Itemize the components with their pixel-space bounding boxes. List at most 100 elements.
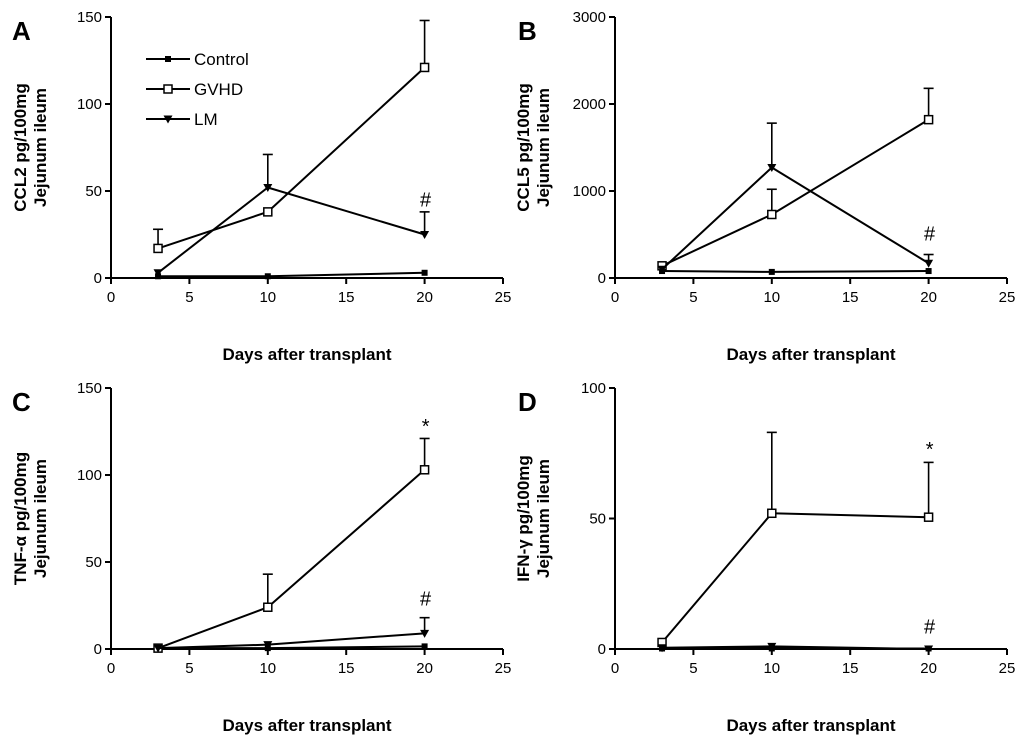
significance-star: *: [926, 439, 934, 461]
data-point-gvhd: [419, 62, 430, 73]
legend-label: GVHD: [194, 80, 243, 99]
data-point-control: [421, 643, 428, 650]
y-axis-label-line1: CCL2 pg/100mg: [11, 83, 30, 211]
data-point-gvhd: [767, 508, 777, 519]
data-point-lm: [767, 164, 777, 173]
y-tick-label: 150: [77, 9, 102, 26]
data-point-lm: [420, 629, 430, 638]
data-point-lm: [153, 269, 163, 278]
y-tick-label: 50: [85, 183, 102, 200]
y-tick-label: 0: [94, 270, 102, 287]
data-point-control: [768, 268, 775, 275]
y-axis-label-line2: Jejunum ileum: [31, 459, 50, 578]
x-tick-label: 25: [495, 660, 512, 677]
series-line-gvhd: [157, 469, 426, 650]
legend-item-lm: LM: [146, 110, 218, 129]
y-axis-label-line2: Jejunum ileum: [534, 88, 553, 207]
legend-label: LM: [194, 110, 218, 129]
x-tick-label: 5: [689, 660, 697, 677]
x-tick-label: 15: [338, 660, 355, 677]
panel-letter: C: [12, 387, 31, 417]
series-gvhd: [657, 431, 934, 648]
x-tick-label: 5: [185, 660, 193, 677]
significance-hash: #: [924, 224, 936, 246]
data-point-lm: [657, 644, 667, 653]
data-point-control: [421, 269, 428, 276]
data-point-gvhd: [767, 209, 777, 220]
x-tick-label: 5: [689, 289, 697, 306]
series-gvhd: [657, 87, 934, 271]
panel-letter: D: [518, 387, 537, 417]
data-point-gvhd: [923, 114, 934, 125]
significance-hash: #: [420, 190, 432, 212]
data-point-gvhd: [923, 512, 934, 522]
legend-marker: [165, 56, 171, 62]
data-point-lm: [263, 641, 273, 650]
y-tick-label: 100: [77, 467, 102, 484]
x-tick-label: 10: [259, 660, 276, 677]
chart-panel-a: A 0 50 100 150 0 5 10 15 20 25 CCL2 pg/100mgJejunum…: [11, 9, 511, 364]
x-tick-label: 20: [416, 289, 433, 306]
legend-label: Control: [194, 50, 249, 69]
x-axis-label: Days after transplant: [726, 345, 895, 364]
series-line-gvhd: [661, 512, 929, 644]
data-point-gvhd: [153, 243, 163, 254]
x-tick-label: 5: [185, 289, 193, 306]
x-tick-label: 15: [842, 289, 859, 306]
y-tick-label: 0: [598, 641, 606, 658]
data-point-lm: [924, 645, 934, 654]
series-line-lm: [661, 166, 930, 271]
series-gvhd: [153, 437, 430, 653]
x-axis-label: Days after transplant: [726, 716, 895, 735]
y-axis-label: IFN-γ pg/100mgJejunum ileum: [514, 455, 553, 582]
series-line-lm: [157, 186, 425, 274]
series-lm: [153, 616, 430, 653]
data-point-control: [925, 268, 932, 275]
x-tick-label: 15: [338, 289, 355, 306]
series-line-control: [158, 271, 425, 278]
y-tick-label: 50: [85, 554, 102, 571]
data-point-lm: [153, 644, 163, 653]
panel-letter: A: [12, 16, 31, 46]
series-lm: [657, 122, 934, 274]
significance-hash: #: [420, 589, 432, 611]
x-axis-label: Days after transplant: [222, 345, 391, 364]
x-tick-label: 20: [920, 289, 937, 306]
x-tick-label: 15: [842, 660, 859, 677]
significance-star: *: [422, 416, 430, 438]
series-lm: [657, 642, 934, 654]
y-axis-label-line2: Jejunum ileum: [534, 459, 553, 578]
y-axis-label-line2: Jejunum ileum: [31, 88, 50, 207]
y-tick-label: 0: [94, 641, 102, 658]
data-point-gvhd: [263, 207, 273, 217]
y-axis-label: TNF-α pg/100mgJejunum ileum: [11, 452, 50, 585]
y-tick-label: 2000: [573, 96, 606, 113]
y-tick-label: 0: [598, 270, 606, 287]
x-tick-label: 25: [999, 660, 1016, 677]
chart-panel-d: D 0 50 100 0 5 10 15 20 25 IFN-γ pg/100mgJejunum i…: [514, 380, 1015, 735]
y-tick-label: 100: [77, 96, 102, 113]
x-tick-label: 0: [107, 660, 115, 677]
panel-letter: B: [518, 16, 537, 46]
x-tick-label: 20: [416, 660, 433, 677]
x-tick-label: 10: [763, 660, 780, 677]
x-tick-label: 25: [495, 289, 512, 306]
series-lm: [153, 153, 430, 278]
data-point-lm: [657, 265, 667, 274]
legend-marker: [163, 84, 173, 94]
y-tick-label: 150: [77, 380, 102, 397]
x-tick-label: 25: [999, 289, 1016, 306]
y-tick-label: 100: [581, 380, 606, 397]
x-axis-label: Days after transplant: [222, 716, 391, 735]
data-point-lm: [767, 642, 777, 651]
significance-hash: #: [924, 616, 936, 638]
x-tick-label: 10: [259, 289, 276, 306]
y-axis-label: CCL5 pg/100mgJejunum ileum: [514, 83, 553, 211]
data-point-gvhd: [419, 465, 430, 475]
y-axis-label-line1: TNF-α pg/100mg: [11, 452, 30, 585]
series-line-control: [662, 270, 929, 273]
y-axis-label-line1: CCL5 pg/100mg: [514, 83, 533, 211]
x-tick-label: 0: [611, 289, 619, 306]
data-point-lm: [420, 231, 430, 239]
